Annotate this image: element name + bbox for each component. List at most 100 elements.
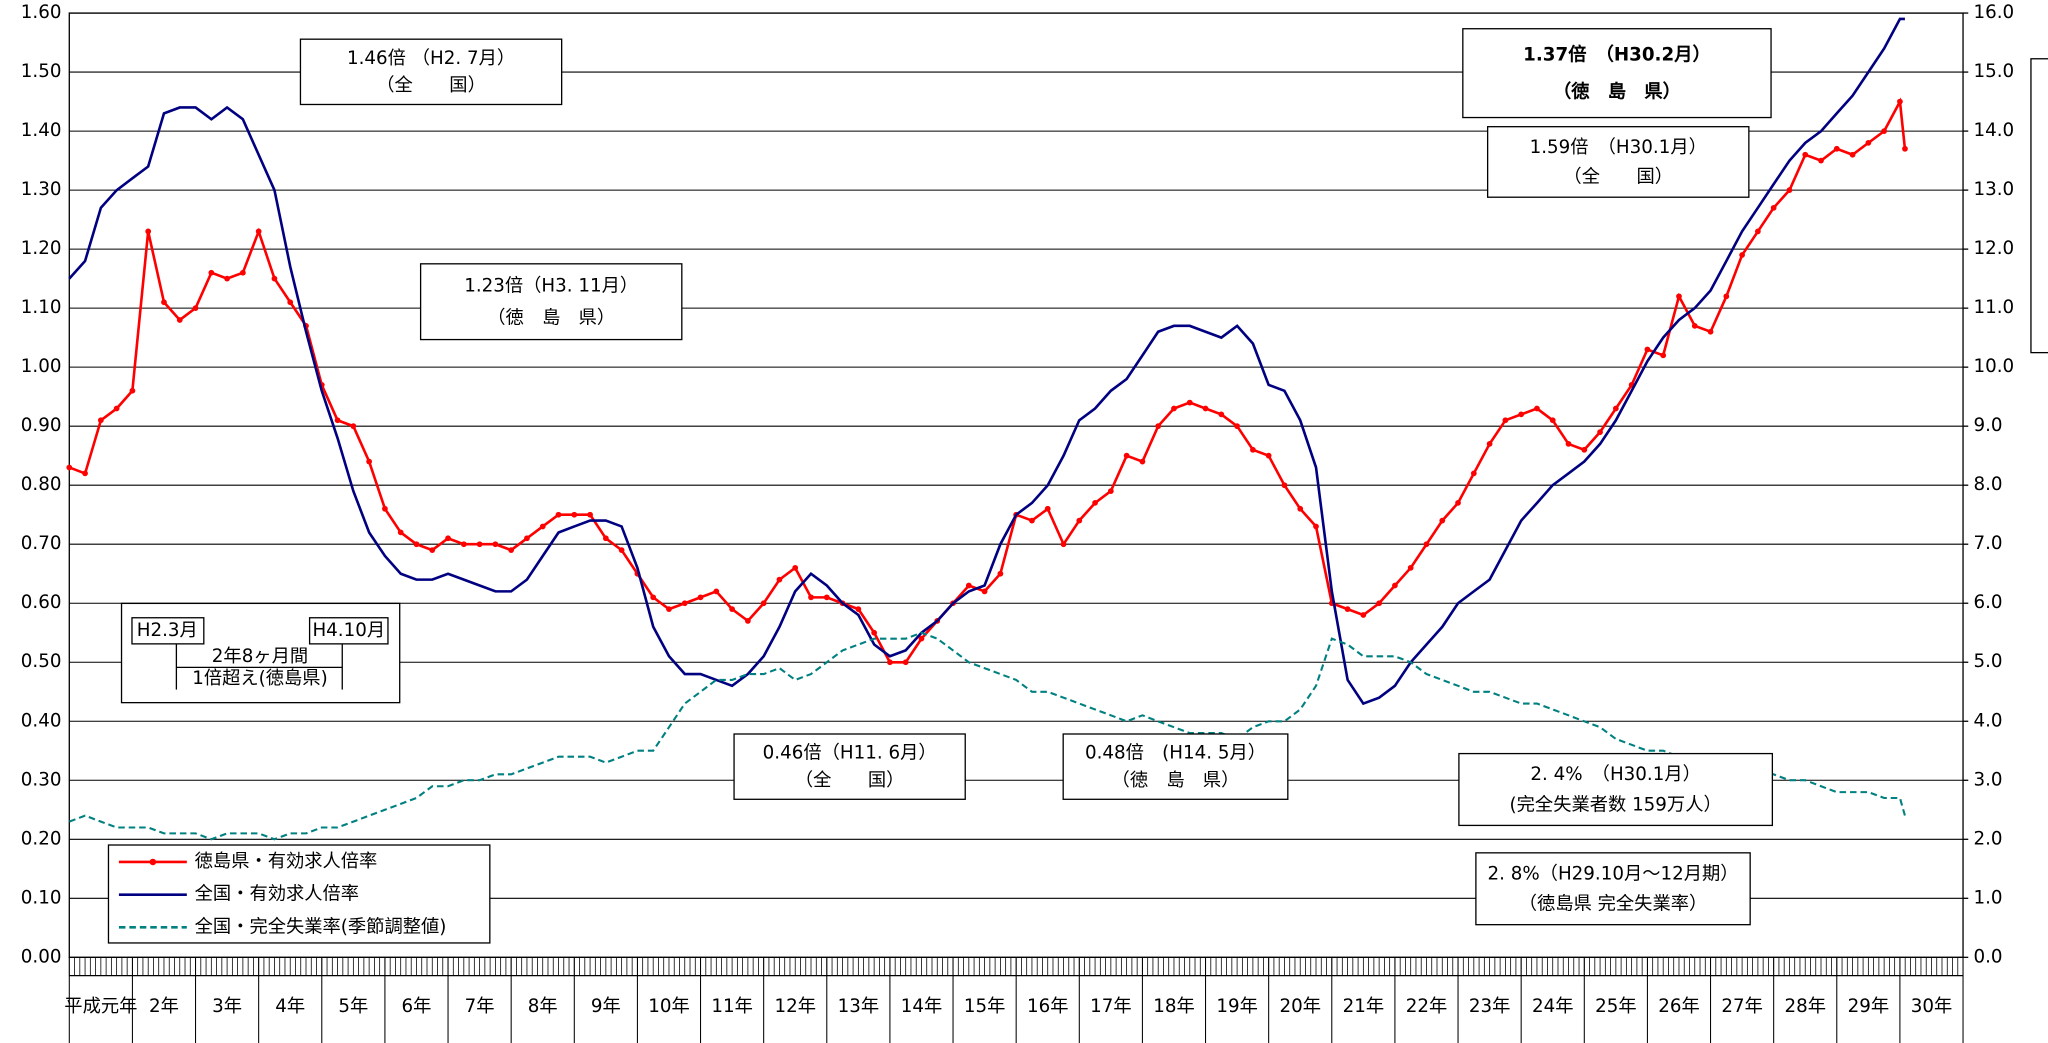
series-marker [1392,582,1398,589]
series-marker [1565,441,1572,447]
y2-tick-label: 13.0 [1973,179,2014,200]
annotation-box [299,38,563,106]
series-marker [1092,500,1098,506]
series-marker [1250,446,1256,453]
series-marker [1344,606,1351,613]
y2-tick-label: 11.0 [1973,297,2014,318]
annotation-text: 0.48倍 (H14. 5月） [1085,743,1266,764]
series-marker [382,505,388,512]
series-marker [887,659,893,666]
series-marker [1549,417,1556,424]
series-marker [602,535,609,542]
annotation-text: （全 国） [376,75,486,96]
series-marker [1360,612,1367,618]
series-marker [161,299,167,306]
series-marker [618,547,625,553]
legend-label: 全国・完全失業率(季節調整値) [195,916,447,937]
x-tick-label: 5年 [338,996,368,1017]
series-marker [650,594,657,601]
y-tick-label: 1.60 [21,2,62,23]
series-marker [66,464,73,471]
y-tick-label: 1.10 [21,297,62,318]
series-marker [1707,328,1714,335]
series-marker [1802,151,1809,158]
y2-tick-label: 12.0 [1973,238,2014,259]
series-marker [776,576,783,583]
annotation-box [1458,752,1774,827]
bracket-end: H4.10月 [312,620,385,641]
series-marker [413,541,420,548]
annotation-text: 2. 4% （H30.1月） [1530,764,1701,785]
x-tick-label: 28年 [1784,996,1826,1017]
series-marker [1849,151,1856,158]
series-marker [1186,399,1193,406]
series-marker [1534,405,1540,412]
annotation-text: （徳 島 県） [487,307,615,328]
y2-tick-label: 10.0 [1973,356,2014,377]
series-marker [1518,411,1525,418]
series-marker [113,405,120,412]
series-marker [855,606,862,613]
series-marker [1581,446,1588,453]
annotation-box [733,733,966,800]
series-line [68,17,1905,706]
y-tick-label: 0.30 [21,769,62,790]
series-marker [334,417,341,424]
series-marker [1407,564,1414,571]
y2-tick-label: 8.0 [1973,474,2002,495]
annotation-text: （全 国） [795,770,905,791]
series-marker [255,228,262,235]
annotation-text: 1.37倍 （H30.2月） [1523,43,1711,65]
y-tick-label: 0.20 [21,828,62,849]
annotation-text: （徳島県 完全失業率） [1519,894,1707,915]
series-marker [918,635,925,642]
y-tick-label: 0.40 [21,710,62,731]
series-marker [965,582,972,589]
series-marker [366,458,373,465]
series-marker [1044,505,1051,512]
x-tick-label: 13年 [838,996,880,1017]
series-marker [871,629,878,636]
y-tick-label: 0.90 [21,415,62,436]
series-marker [1423,541,1430,548]
y2-tick-label: 4.0 [1973,710,2002,731]
series-marker [745,618,751,624]
series-marker [208,269,215,276]
series-marker [82,470,88,477]
y-tick-label: 0.80 [21,474,62,495]
annotation-text: 1.46倍 （H2. 7月） [347,48,515,69]
series-marker [1612,405,1619,412]
y-tick-label: 0.60 [21,592,62,613]
series-marker [1455,500,1461,506]
series-marker [1155,423,1162,430]
series-marker [476,541,483,548]
series-marker [508,547,515,553]
series-marker [129,387,136,394]
x-tick-label: 12年 [774,996,816,1017]
series-marker [902,659,909,666]
y2-tick-label: 0.0 [1973,946,2002,967]
x-tick-label: 7年 [465,996,495,1017]
x-tick-label: 25年 [1595,996,1637,1017]
bracket-start-box [131,617,205,645]
series-marker [555,511,562,518]
series-marker [145,228,152,235]
x-tick-label: 6年 [402,996,432,1017]
series-marker [1676,293,1682,300]
annotation-text: 0.46倍（H11. 6月） [763,743,937,764]
x-tick-label: 10年 [648,996,690,1017]
x-tick-label: 26年 [1658,996,1700,1017]
x-tick-label: 17年 [1090,996,1132,1017]
series-marker [445,535,451,542]
series-marker [997,570,1004,577]
series-marker [1313,523,1319,530]
series-marker [1265,452,1272,459]
series-marker [571,511,578,518]
series-marker [1881,128,1888,134]
legend-label: 全国・有効求人倍率 [195,884,359,905]
series-marker [1691,322,1698,329]
y2-tick-label: 14.0 [1973,120,2014,141]
series-marker [1786,187,1793,193]
x-tick-label: 3年 [212,996,242,1017]
